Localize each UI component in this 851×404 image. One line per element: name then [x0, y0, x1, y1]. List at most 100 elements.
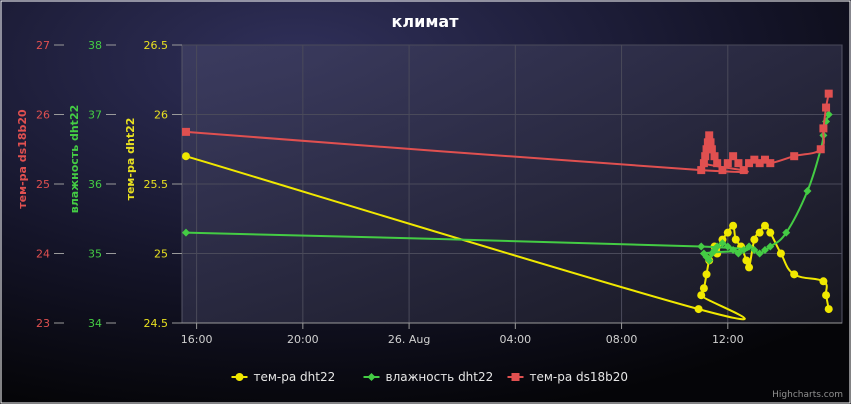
data-point[interactable]: [734, 159, 743, 168]
data-point[interactable]: [723, 228, 732, 237]
x-tick-label: 12:00: [712, 333, 744, 346]
chart-title: климат: [392, 12, 460, 31]
legend-label: тем-ра dht22: [254, 370, 336, 384]
data-point[interactable]: [697, 291, 706, 300]
data-point[interactable]: [729, 221, 738, 230]
data-point[interactable]: [824, 305, 833, 314]
x-tick-label: 16:00: [181, 333, 213, 346]
y-tick-label: 34: [88, 317, 102, 330]
y-tick-label: 25: [154, 248, 168, 261]
y-axis-title: тем-ра dht22: [124, 118, 137, 201]
data-point[interactable]: [702, 270, 711, 279]
data-point[interactable]: [739, 246, 748, 255]
data-point[interactable]: [755, 249, 764, 258]
legend-item[interactable]: тем-ра dht22: [231, 370, 336, 384]
y-tick-label: 23: [36, 317, 50, 330]
data-point[interactable]: [755, 228, 764, 237]
legend-marker: [235, 373, 244, 381]
data-point[interactable]: [750, 235, 759, 244]
data-point[interactable]: [766, 242, 775, 251]
legend-marker: [511, 373, 520, 381]
data-point[interactable]: [181, 228, 190, 237]
data-point[interactable]: [718, 239, 727, 248]
data-point[interactable]: [701, 152, 710, 161]
data-point[interactable]: [766, 228, 775, 237]
data-point[interactable]: [694, 305, 703, 314]
data-point[interactable]: [816, 145, 825, 154]
y-tick-label: 24.5: [144, 317, 169, 330]
legend-label: тем-ра ds18b20: [530, 370, 629, 384]
x-tick-label: 04:00: [499, 333, 531, 346]
data-point[interactable]: [713, 242, 722, 251]
data-point[interactable]: [729, 152, 738, 161]
series-square: [181, 89, 833, 175]
data-point[interactable]: [705, 256, 714, 265]
y-tick-label: 26.5: [144, 39, 169, 52]
x-tick-label: 08:00: [606, 333, 638, 346]
y-axis-title: влажность dht22: [68, 105, 81, 214]
data-point[interactable]: [181, 127, 190, 136]
data-point[interactable]: [710, 152, 719, 161]
data-point[interactable]: [755, 159, 764, 168]
legend-marker: [367, 373, 376, 381]
data-point[interactable]: [760, 221, 769, 230]
data-point[interactable]: [723, 242, 732, 251]
data-point[interactable]: [824, 89, 833, 98]
data-point[interactable]: [705, 131, 714, 140]
data-point[interactable]: [181, 152, 190, 161]
data-point[interactable]: [750, 155, 759, 164]
legend-item[interactable]: влажность dht22: [363, 370, 494, 384]
data-point[interactable]: [803, 186, 812, 195]
data-point[interactable]: [776, 249, 785, 258]
data-point[interactable]: [760, 155, 769, 164]
data-point[interactable]: [824, 110, 833, 119]
y-tick-label: 26: [154, 109, 168, 122]
data-point[interactable]: [729, 246, 738, 255]
legend-item[interactable]: тем-ра ds18b20: [507, 370, 629, 384]
data-point[interactable]: [750, 246, 759, 255]
data-point[interactable]: [713, 159, 722, 168]
data-point[interactable]: [790, 270, 799, 279]
data-point[interactable]: [731, 235, 740, 244]
data-point[interactable]: [782, 228, 791, 237]
y-tick-label: 27: [36, 39, 50, 52]
x-tick-label: 26. Aug: [388, 333, 430, 346]
series-group: [181, 89, 833, 321]
data-point[interactable]: [819, 277, 828, 286]
credits-link[interactable]: Highcharts.com: [772, 390, 843, 400]
data-point[interactable]: [745, 159, 754, 168]
data-point[interactable]: [702, 145, 711, 154]
y-tick-label: 26: [36, 109, 50, 122]
data-point[interactable]: [707, 145, 716, 154]
x-tick-label: 20:00: [287, 333, 319, 346]
x-axis: 16:00 20:00 26. Aug 04:00 08:00 12:00: [181, 322, 842, 346]
y-tick-label: 36: [88, 178, 102, 191]
legend[interactable]: тем-ра dht22 влажность dht22 тем-ра ds18b2…: [231, 370, 629, 384]
y-axis-title: тем-ра ds18b20: [16, 109, 29, 209]
data-point[interactable]: [742, 256, 751, 265]
data-point[interactable]: [699, 284, 708, 293]
data-point[interactable]: [745, 263, 754, 272]
data-point[interactable]: [766, 159, 775, 168]
data-point[interactable]: [745, 242, 754, 251]
y-tick-label: 35: [88, 248, 102, 261]
y-tick-label: 24: [36, 248, 50, 261]
data-point[interactable]: [706, 138, 715, 147]
data-point[interactable]: [822, 103, 831, 112]
y-tick-label: 25: [36, 178, 50, 191]
data-point[interactable]: [734, 249, 743, 258]
y-axes: 23 24 25 26 27 тем-ра ds18b20 34 35 36 37 38 влажно…: [16, 39, 182, 330]
data-point[interactable]: [819, 124, 828, 133]
data-point[interactable]: [718, 166, 727, 175]
y-tick-label: 38: [88, 39, 102, 52]
data-point[interactable]: [739, 166, 748, 175]
data-point[interactable]: [822, 291, 831, 300]
data-point[interactable]: [699, 159, 708, 168]
data-point[interactable]: [697, 242, 706, 251]
data-point[interactable]: [723, 159, 732, 168]
data-point[interactable]: [760, 246, 769, 255]
data-point[interactable]: [790, 152, 799, 161]
data-point[interactable]: [697, 166, 706, 175]
